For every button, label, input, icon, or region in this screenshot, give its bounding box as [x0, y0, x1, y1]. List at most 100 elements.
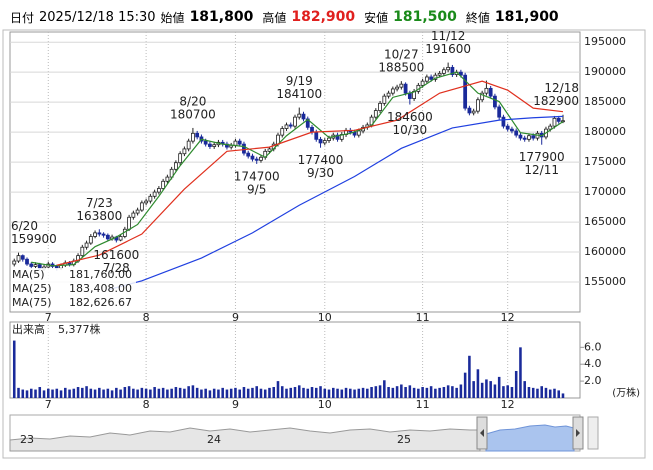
- volume-bar: [421, 387, 424, 398]
- volume-bar: [12, 340, 16, 398]
- ma-line: [56, 80, 564, 266]
- candle-body: [101, 233, 106, 236]
- candle-body: [148, 195, 153, 202]
- y-tick-label: 175000: [584, 155, 626, 168]
- volume-bar: [38, 387, 42, 398]
- y-tick-label: 160000: [584, 245, 626, 258]
- volume-bar: [51, 389, 54, 398]
- candle-body: [237, 140, 242, 145]
- legend: MA(5) 181,760.00 MA(25) 183,408.00 MA(75) 182…: [11, 268, 136, 311]
- volume-bar: [400, 384, 403, 398]
- volume-bar: [174, 387, 178, 398]
- volume-bar: [395, 386, 399, 398]
- candle-body: [327, 137, 331, 141]
- volume-bar: [234, 387, 237, 398]
- volume-bar: [293, 387, 297, 398]
- legend-value: 182,626.67: [69, 296, 132, 309]
- annotation-date: 7/23: [86, 196, 113, 210]
- volume-bar: [349, 388, 352, 398]
- candle-body: [54, 266, 59, 269]
- candle-body: [267, 148, 272, 152]
- volume-bar: [47, 388, 50, 398]
- volume-bar: [404, 387, 407, 398]
- candle-body: [424, 76, 429, 82]
- candle-body: [233, 140, 238, 146]
- candle-body: [297, 113, 302, 118]
- annotation-date: 9/5: [247, 182, 266, 196]
- annotation-value: 177400: [298, 153, 344, 167]
- volume-bar: [387, 387, 390, 398]
- high-value: 182,900: [291, 9, 356, 25]
- candle-body: [93, 232, 97, 237]
- volume-bar: [149, 389, 152, 398]
- candle-body: [390, 88, 395, 94]
- volume-bar: [340, 389, 344, 398]
- volume-bar: [140, 387, 144, 398]
- volume-bar: [519, 347, 522, 398]
- volume-bar: [259, 388, 263, 398]
- volume-bar: [323, 388, 327, 398]
- volume-latest: 5,377株: [58, 322, 101, 336]
- volume-bar: [68, 389, 71, 398]
- x-tick-label: 12: [501, 311, 515, 324]
- volume-bar: [17, 387, 20, 398]
- volume-bar: [183, 388, 186, 398]
- volume-bar: [327, 389, 331, 398]
- x-tick-label: 12: [501, 398, 515, 411]
- volume-bar: [438, 387, 441, 398]
- quote-header: 日付 2025/12/18 15:30 始値 181,800 高値 182,90…: [10, 6, 563, 28]
- y-tick-label: 185000: [584, 95, 626, 108]
- volume-bar: [297, 385, 301, 398]
- legend-name: MA(75): [12, 296, 52, 309]
- candle-body: [373, 110, 378, 118]
- annotation-date: 11/12: [431, 29, 466, 43]
- navigator-history: [9, 427, 481, 452]
- volume-bar: [102, 389, 105, 398]
- y-tick-label: 155000: [584, 275, 626, 288]
- y-tick-label: 180000: [584, 125, 626, 138]
- candle-body: [191, 132, 195, 142]
- candle-body: [399, 83, 404, 88]
- volume-bar: [187, 386, 190, 398]
- volume-bar: [391, 387, 395, 398]
- candle-body: [250, 155, 255, 160]
- candle-body: [280, 128, 285, 136]
- candle-body: [186, 140, 191, 150]
- volume-bar: [64, 387, 67, 398]
- x-tick-label: 8: [143, 398, 150, 411]
- volume-bar: [366, 388, 369, 398]
- volume-bar: [357, 388, 361, 398]
- volume-bar: [263, 389, 267, 398]
- candle-body: [531, 135, 536, 139]
- volume-bar: [272, 387, 276, 398]
- candle-body: [322, 140, 327, 144]
- x-tick-label: 9: [232, 398, 239, 411]
- volume-bar: [72, 388, 76, 398]
- candle-body: [203, 140, 208, 145]
- candle-body: [144, 200, 149, 204]
- scroll-right[interactable]: [587, 416, 599, 450]
- volume-bar: [417, 388, 420, 398]
- volume-bar: [374, 386, 378, 398]
- candle-body: [378, 102, 382, 111]
- volume-bar: [468, 355, 471, 398]
- volume-bar: [157, 388, 161, 398]
- x-tick-label: 11: [416, 398, 430, 411]
- candle-body: [407, 92, 412, 99]
- plot-frame: [9, 31, 581, 313]
- candle-body: [12, 260, 17, 265]
- candle-body: [441, 69, 446, 74]
- volume-bar: [493, 384, 497, 398]
- volume-bars: [12, 340, 565, 398]
- annotation-date: 10/30: [393, 123, 428, 137]
- volume-bar: [238, 389, 241, 398]
- volume-bar: [536, 388, 539, 398]
- y-tick-label: 4.0: [584, 357, 602, 370]
- y-tick-label: 190000: [584, 65, 626, 78]
- candle-body: [182, 148, 187, 155]
- volume-bar: [106, 388, 110, 398]
- volume-bar: [446, 385, 450, 398]
- volume-bar: [480, 382, 484, 398]
- candle-body: [118, 236, 123, 241]
